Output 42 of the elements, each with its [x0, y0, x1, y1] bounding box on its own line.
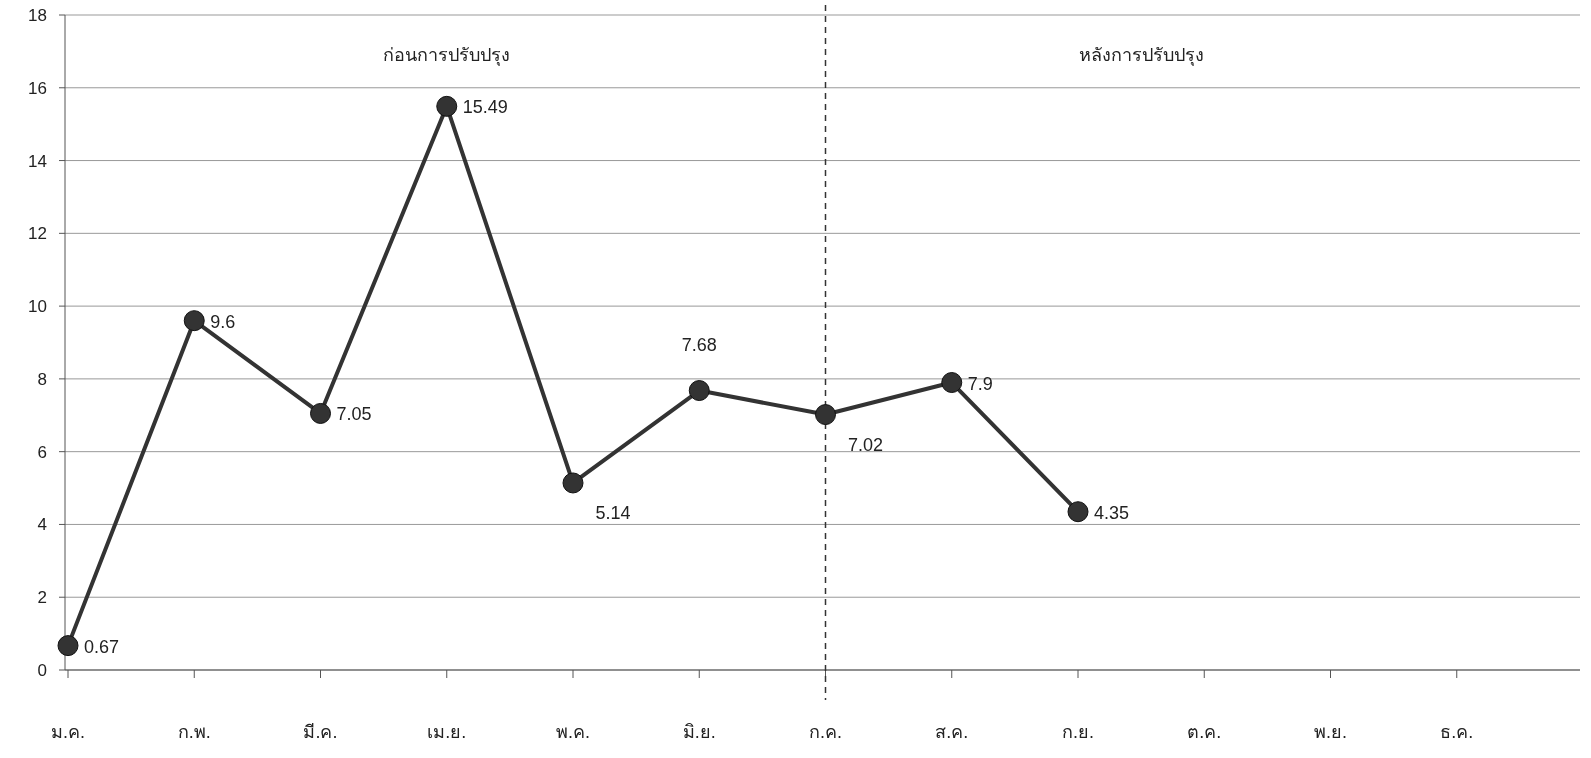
x-tick-label: ม.ค.	[50, 722, 86, 742]
x-tick-label: ก.ค.	[808, 722, 843, 742]
x-tick-label: เม.ย.	[427, 722, 467, 742]
data-label: 7.68	[681, 334, 717, 355]
x-tick-label: ก.พ.	[177, 722, 211, 742]
y-tick-label: 2	[37, 588, 47, 608]
point	[183, 310, 205, 332]
point	[941, 372, 963, 394]
y-tick-label: 16	[28, 78, 47, 98]
data-label: 0.67	[84, 636, 120, 657]
y-tick-label: 10	[28, 297, 47, 317]
y-tick-label: 0	[37, 661, 47, 680]
data-label: 7.9	[967, 373, 993, 394]
data-label: 9.6	[210, 311, 236, 332]
x-tick-label: ก.ย.	[1061, 722, 1095, 742]
annotation: หลังการปรับปรุง	[1078, 44, 1204, 66]
x-tick-label: ธ.ค.	[1440, 722, 1474, 742]
x-tick-label: มิ.ย.	[682, 722, 716, 742]
data-label: 15.49	[462, 97, 508, 118]
point	[562, 472, 584, 494]
data-label: 5.14	[595, 502, 631, 523]
y-tick-label: 12	[28, 224, 47, 244]
x-tick-label: มี.ค.	[303, 722, 338, 742]
data-label: 4.35	[1094, 502, 1130, 523]
x-tick-label: ต.ค.	[1187, 722, 1222, 742]
y-tick-label: 6	[37, 442, 47, 462]
point	[57, 635, 79, 657]
point	[1067, 501, 1089, 523]
x-tick-label: พ.ค.	[555, 722, 591, 742]
data-label: 7.02	[847, 434, 884, 455]
y-tick-label: 4	[37, 515, 47, 535]
y-tick-label: 18	[28, 6, 47, 25]
x-tick-label: พ.ย.	[1313, 722, 1348, 742]
point	[688, 380, 710, 402]
y-tick-label: 14	[28, 151, 47, 171]
annotation: ก่อนการปรับปรุง	[383, 44, 511, 66]
data-label: 7.05	[336, 404, 372, 425]
y-tick-label: 8	[37, 369, 47, 389]
x-tick-label: ส.ค.	[935, 722, 969, 742]
point	[436, 95, 458, 117]
point	[815, 404, 836, 426]
point	[310, 402, 331, 424]
